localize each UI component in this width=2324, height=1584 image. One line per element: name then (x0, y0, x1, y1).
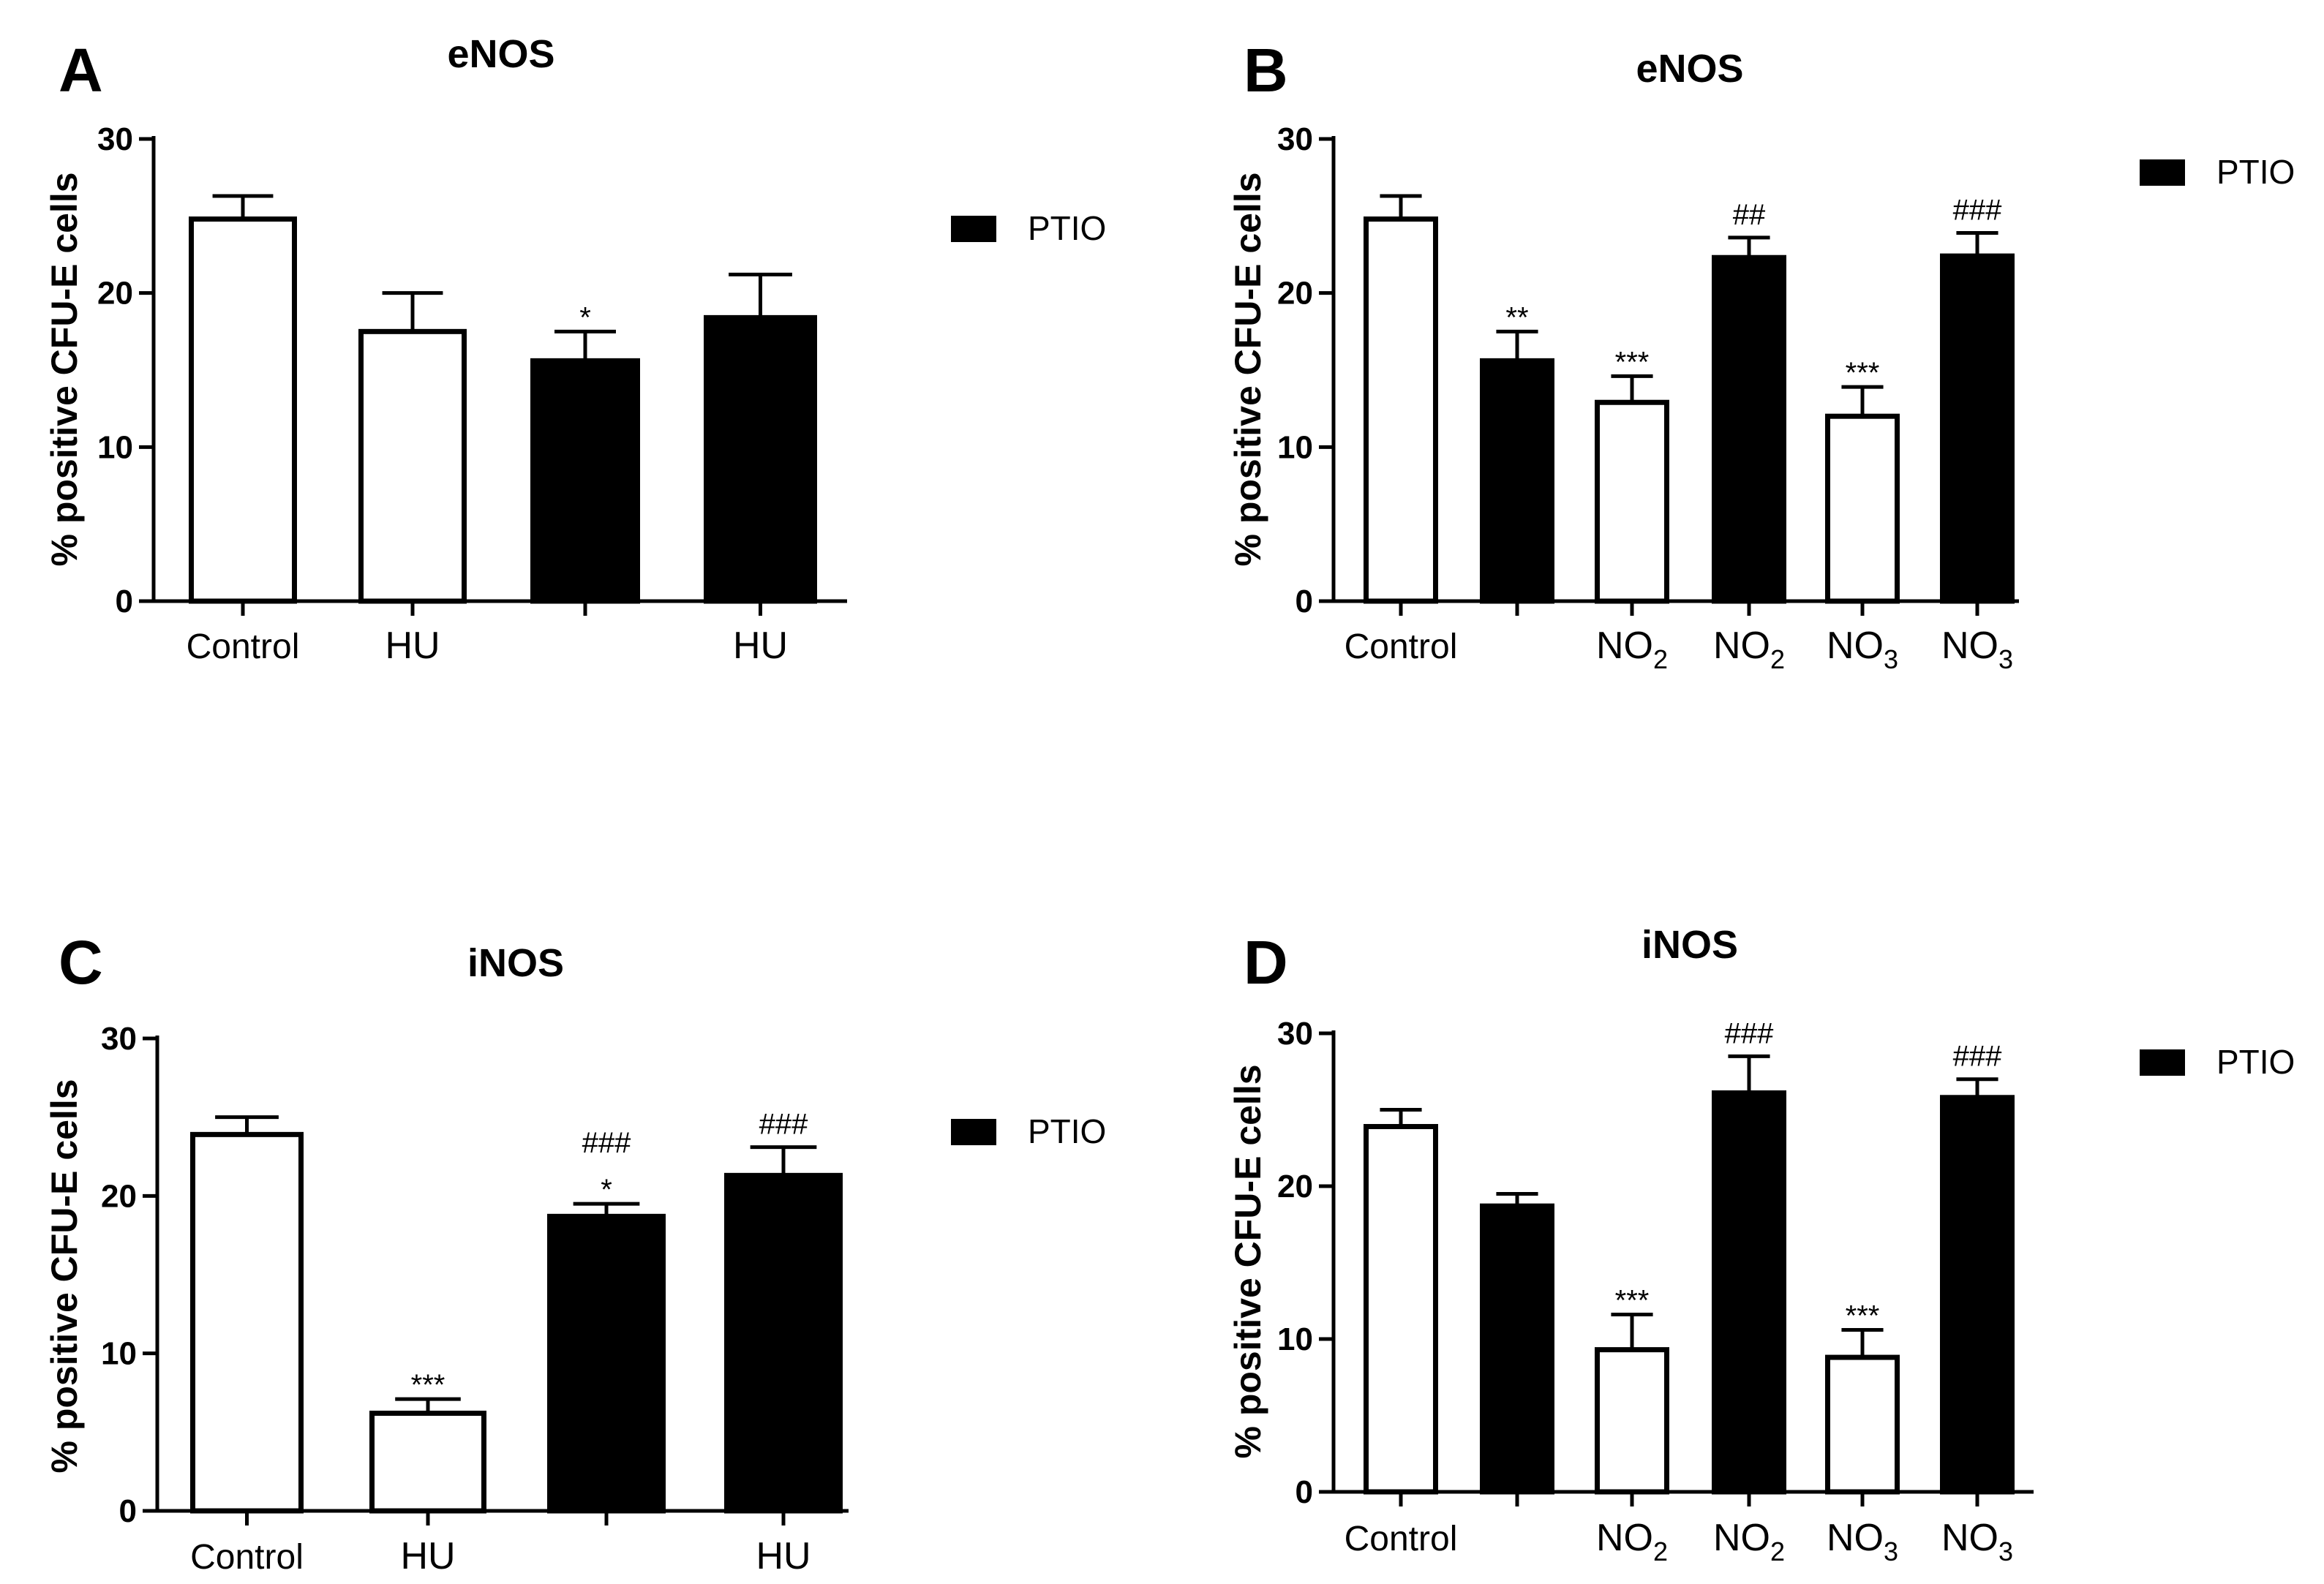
legend-label: PTIO (1028, 1112, 1106, 1150)
y-axis-label: % positive CFU-E cells (1227, 1064, 1268, 1458)
y-tick-label: 20 (97, 276, 133, 312)
bar (1480, 1203, 1554, 1495)
significance-label: ### (1953, 1041, 2002, 1073)
significance-label: ** (1505, 301, 1528, 333)
significance-label: * (601, 1174, 612, 1206)
bar (190, 1131, 304, 1514)
y-tick-label: 0 (119, 1493, 137, 1529)
panel-letter: B (1244, 36, 1288, 105)
legend-swatch (951, 216, 996, 242)
significance-label: ### (582, 1127, 631, 1159)
significance-label: ### (759, 1109, 808, 1141)
significance-label: ## (1733, 199, 1766, 231)
y-tick-label: 10 (97, 429, 133, 465)
x-tick-label: NO2 (1596, 1517, 1668, 1566)
legend-swatch (2140, 159, 2185, 186)
y-tick-label: 0 (116, 584, 133, 619)
bar (189, 216, 297, 604)
x-tick-label: Control (190, 1538, 304, 1577)
legend-label: PTIO (2216, 1043, 2295, 1081)
bar (547, 1213, 666, 1514)
panel-letter: C (59, 928, 103, 997)
panel-title: eNOS (1636, 47, 1743, 91)
panel-title: iNOS (1642, 923, 1738, 967)
x-tick-label: NO2 (1713, 1517, 1785, 1566)
significance-label: *** (1846, 357, 1880, 389)
bar (1940, 253, 2015, 604)
significance-label: *** (411, 1369, 445, 1401)
y-tick-label: 20 (1277, 276, 1313, 312)
y-tick-label: 10 (1277, 1321, 1313, 1357)
bar (358, 328, 467, 604)
x-tick-label: NO3 (1827, 1517, 1898, 1566)
y-tick-label: 20 (1277, 1169, 1313, 1204)
significance-label: ### (1725, 1017, 1774, 1049)
y-tick-label: 10 (1277, 429, 1313, 465)
y-tick-label: 0 (1296, 1474, 1313, 1510)
bar (1712, 254, 1786, 604)
bar (1480, 358, 1554, 604)
legend-label: PTIO (2216, 153, 2295, 191)
bar (530, 358, 640, 604)
legend-label: PTIO (1028, 209, 1106, 247)
panel-letter: D (1244, 928, 1288, 997)
y-tick-label: 0 (1296, 584, 1313, 619)
y-axis-label: % positive CFU-E cells (44, 1079, 85, 1473)
y-tick-label: 30 (1277, 121, 1313, 157)
x-tick-label: HU (385, 625, 440, 667)
panel-title: eNOS (447, 32, 554, 76)
x-tick-label: HU (756, 1535, 811, 1577)
significance-label: *** (1615, 346, 1650, 378)
bar (1595, 1347, 1669, 1495)
x-tick-label: HU (733, 625, 788, 667)
x-tick-label: HU (400, 1535, 455, 1577)
bar (1364, 1123, 1438, 1495)
significance-label: *** (1615, 1285, 1650, 1317)
bar (369, 1410, 486, 1514)
bar (1825, 413, 1900, 604)
bar (1825, 1354, 1900, 1495)
y-tick-label: 30 (97, 121, 133, 157)
x-tick-label: NO2 (1713, 625, 1785, 674)
y-axis-label: % positive CFU-E cells (1227, 172, 1268, 566)
x-tick-label: NO3 (1941, 625, 2013, 674)
y-tick-label: 20 (101, 1178, 137, 1214)
x-tick-label: Control (1345, 627, 1458, 666)
bar (1364, 216, 1438, 604)
significance-label: * (579, 301, 591, 333)
bar (1595, 399, 1669, 604)
panel-title: iNOS (467, 941, 564, 985)
x-tick-label: Control (1345, 1520, 1458, 1558)
legend-swatch (2140, 1049, 2185, 1076)
significance-label: ### (1953, 195, 2002, 227)
y-tick-label: 30 (101, 1021, 137, 1057)
bar (1712, 1090, 1786, 1495)
y-tick-label: 10 (101, 1336, 137, 1372)
x-tick-label: NO3 (1827, 625, 1898, 674)
y-axis-label: % positive CFU-E cells (44, 172, 85, 566)
x-tick-label: NO2 (1596, 625, 1668, 674)
bar (704, 314, 817, 604)
x-tick-label: NO3 (1941, 1517, 2013, 1566)
significance-label: *** (1846, 1300, 1880, 1332)
legend-swatch (951, 1119, 996, 1145)
bar (1940, 1095, 2015, 1495)
bar (724, 1172, 843, 1514)
panel-letter: A (59, 36, 103, 105)
y-tick-label: 30 (1277, 1016, 1313, 1052)
x-tick-label: Control (187, 627, 300, 666)
